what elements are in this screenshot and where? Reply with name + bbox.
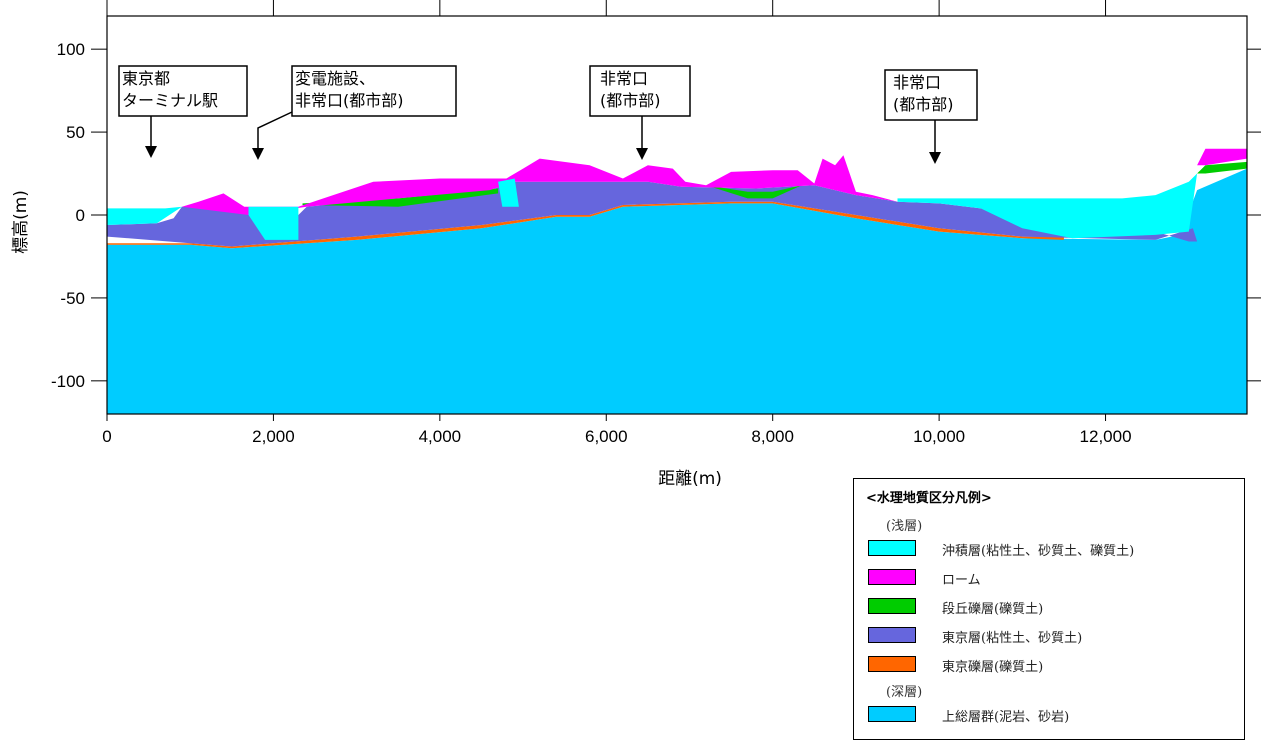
- layer-4: [706, 185, 802, 199]
- legend-label-tokyo-formation: 東京層(粘性土、砂質土): [942, 631, 1083, 646]
- x-tick-label: 10,000: [913, 427, 965, 446]
- legend-item-alluvium: 沖積層(粘性土、砂質土、礫質土): [866, 539, 1236, 559]
- callout-text: (都市部): [893, 95, 954, 114]
- x-tick-label: 12,000: [1080, 427, 1132, 446]
- layer-0: [107, 168, 1247, 414]
- legend-item-kazusa-group: 上総層群(泥岩、砂岩): [866, 705, 1236, 725]
- layer-11: [897, 173, 1198, 239]
- callout-text: 変電施設、: [295, 69, 375, 88]
- legend-item-loam: ローム: [866, 568, 1236, 588]
- callout-text: (都市部): [600, 91, 661, 110]
- legend-swatch-tokyo-gravel: [868, 656, 916, 672]
- layer-10: [498, 178, 519, 207]
- layer-8: [107, 206, 182, 225]
- arrow-down-icon: [145, 146, 157, 158]
- legend-swatch-kazusa-group: [868, 706, 916, 722]
- callout-box: [291, 65, 457, 117]
- y-tick-label: 0: [76, 206, 85, 225]
- x-axis-title: 距離(m): [658, 469, 722, 489]
- layer-7: [1197, 148, 1247, 166]
- legend-label-kazusa-group: 上総層群(泥岩、砂岩): [942, 710, 1070, 725]
- layer-9: [248, 206, 299, 240]
- layer-2: [107, 181, 1198, 247]
- legend-label-loam: ローム: [942, 573, 981, 588]
- callout-text: ターミナル駅: [122, 91, 218, 110]
- legend-label-tokyo-gravel: 東京礫層(礫質土): [942, 660, 1044, 675]
- callout-3: 非常口 (都市部): [884, 69, 978, 164]
- x-tick-label: 4,000: [419, 427, 462, 446]
- y-tick-label: 100: [57, 40, 85, 59]
- legend-swatch-tokyo-formation: [868, 627, 916, 643]
- legend-item-terrace-gravel: 段丘礫層(礫質土): [866, 597, 1236, 617]
- layer-6: [181, 155, 898, 215]
- layer-5: [1197, 161, 1247, 174]
- legend-item-tokyo-formation: 東京層(粘性土、砂質土): [866, 626, 1236, 646]
- legend-swatch-terrace-gravel: [868, 598, 916, 614]
- legend-group-shallow: (浅層): [886, 519, 923, 534]
- y-tick-label: -100: [51, 372, 85, 391]
- callout-2: 非常口 (都市部): [589, 65, 691, 160]
- legend-swatch-loam: [868, 569, 916, 585]
- legend-swatch-alluvium: [868, 540, 916, 556]
- y-axis: 100 50 0 -50 -100: [51, 40, 1261, 391]
- legend-group-deep: (深層): [886, 685, 923, 700]
- y-tick-label: -50: [60, 289, 85, 308]
- callout-box: [589, 65, 691, 117]
- x-tick-label: 6,000: [585, 427, 628, 446]
- callout-text: 非常口: [893, 73, 941, 92]
- legend: <水理地質区分凡例> (浅層) 沖積層(粘性土、砂質土、礫質土) ローム 段丘礫…: [853, 478, 1245, 740]
- legend-label-alluvium: 沖積層(粘性土、砂質土、礫質土): [942, 544, 1135, 559]
- callout-text: 非常口: [600, 69, 648, 88]
- callout-text: 東京都: [122, 69, 170, 88]
- arrow-down-icon: [636, 148, 648, 160]
- layers-group: [107, 148, 1247, 414]
- y-axis-title: 標高(m): [11, 190, 31, 254]
- callout-1: 変電施設、非常口(都市部): [252, 65, 457, 160]
- x-axis: 0 2,000 4,000 6,000 8,000 10,000 12,000: [102, 0, 1132, 446]
- callout-box: [884, 69, 978, 121]
- x-tick-label: 2,000: [252, 427, 295, 446]
- callout-leader: [257, 111, 293, 150]
- legend-item-tokyo-gravel: 東京礫層(礫質土): [866, 655, 1236, 675]
- arrow-down-icon: [929, 152, 941, 164]
- arrow-down-icon: [252, 148, 264, 160]
- callout-box: [118, 65, 248, 117]
- legend-label-terrace-gravel: 段丘礫層(礫質土): [942, 602, 1044, 617]
- y-tick-label: 50: [66, 123, 85, 142]
- x-tick-label: 0: [102, 427, 111, 446]
- legend-title: <水理地質区分凡例>: [866, 491, 992, 506]
- callout-text: 非常口(都市部): [295, 91, 404, 110]
- x-tick-label: 8,000: [751, 427, 794, 446]
